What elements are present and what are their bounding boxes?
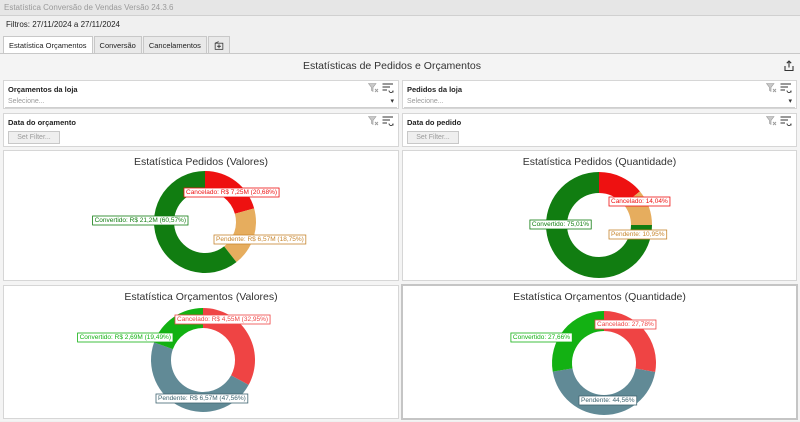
- chevron-down-icon: ▾: [390, 98, 394, 105]
- donut-chart: Cancelado: 14,04% Pendente: 10,95% Convert…: [529, 172, 671, 278]
- clear-filter-icon[interactable]: [368, 83, 379, 93]
- data-label-cancelado: Cancelado: 14,04%: [611, 198, 668, 205]
- tab-conversao[interactable]: Conversão: [93, 36, 142, 53]
- export-icon: [784, 60, 794, 72]
- data-label-convertido: Convertido: 27,66%: [513, 334, 570, 341]
- filter-options-icon[interactable]: [780, 116, 792, 126]
- data-label-box: [155, 393, 249, 404]
- tab-cancelamentos[interactable]: Cancelamentos: [142, 36, 207, 53]
- page-title: Estatísticas de Pedidos e Orçamentos: [302, 60, 481, 72]
- data-label-pendente: Pendente: R$ 6,57M (18,75%): [216, 236, 304, 243]
- data-label-box: [608, 229, 668, 240]
- data-label-convertido: Convertido: R$ 21,2M (60,57%): [95, 217, 186, 224]
- data-label-convertido: Convertido: R$ 2,69M (19,49%): [80, 334, 171, 341]
- window-titlebar: Estatística Conversão de Vendas Versão 2…: [0, 0, 800, 16]
- slice-convertido[interactable]: [552, 311, 604, 372]
- export-button[interactable]: [783, 60, 795, 72]
- slice-cancelado[interactable]: [203, 308, 255, 385]
- clear-filter-icon[interactable]: [766, 116, 777, 126]
- chart-panel-orcamentos-quantidade[interactable]: Estatística Orçamentos (Quantidade) Canc…: [401, 284, 798, 420]
- data-label-box: [529, 219, 592, 230]
- window-title: Estatística Conversão de Vendas Versão 2…: [4, 3, 174, 12]
- data-label-pendente: Pendente: 44,56%: [581, 397, 635, 404]
- filter-label: Data do orçamento: [8, 118, 76, 127]
- filter-label: Pedidos da loja: [407, 85, 463, 94]
- set-filter-button-pedido[interactable]: Set Filter...: [407, 131, 459, 144]
- chart-panel-orcamentos-valores: Estatística Orçamentos (Valores) Cancela…: [3, 285, 399, 419]
- add-tab-icon: [214, 40, 224, 50]
- data-label-box: [608, 196, 671, 207]
- data-label-box: [92, 215, 189, 226]
- data-label-pendente: Pendente: R$ 6,57M (47,56%): [158, 395, 246, 402]
- set-filter-button-orcamento[interactable]: Set Filter...: [8, 131, 60, 144]
- chevron-down-icon: ▾: [788, 98, 792, 105]
- slice-convertido[interactable]: [154, 308, 203, 350]
- add-tab-button[interactable]: [207, 36, 230, 53]
- clear-filter-icon[interactable]: [368, 116, 379, 126]
- filter-panel-data-orcamento: Data do orçamento Set Filter...: [3, 113, 399, 147]
- data-label-box: [174, 314, 271, 325]
- data-label-convertido: Convertido: 75,01%: [532, 221, 589, 228]
- data-label-cancelado: Cancelado: 27,78%: [597, 321, 654, 328]
- chart-panel-pedidos-quantidade: Estatística Pedidos (Quantidade) Cancela…: [402, 150, 797, 281]
- select-placeholder: Selecione...: [8, 98, 45, 105]
- slice-convertido[interactable]: [546, 172, 652, 278]
- tab-bar: Estatística Orçamentos Conversão Cancela…: [3, 36, 231, 54]
- filters-summary: Filtros: 27/11/2024 a 27/11/2024: [6, 20, 121, 29]
- data-label-cancelado: Cancelado: R$ 7,25M (20,68%): [186, 189, 277, 196]
- data-label-box: [183, 187, 280, 198]
- data-label-box: [77, 332, 174, 343]
- filter-panel-orcamentos-loja: Orçamentos da loja Selecione... ▾: [3, 80, 399, 109]
- chart-title: Estatística Orçamentos (Quantidade): [513, 291, 686, 303]
- slice-convertido[interactable]: [154, 171, 237, 273]
- donut-chart: Cancelado: R$ 7,25M (20,68%) Pendente: R$…: [92, 171, 307, 273]
- tab-estatistica-orcamentos[interactable]: Estatística Orçamentos: [3, 36, 93, 54]
- filter-panel-data-pedido: Data do pedido Set Filter...: [402, 113, 797, 147]
- filter-options-icon[interactable]: [382, 116, 394, 126]
- pedidos-loja-select[interactable]: Selecione... ▾: [404, 97, 795, 108]
- data-label-cancelado: Cancelado: R$ 4,55M (32,95%): [177, 316, 268, 323]
- clear-filter-icon[interactable]: [766, 83, 777, 93]
- filter-label: Data do pedido: [407, 118, 462, 127]
- data-label-box: [594, 319, 657, 330]
- data-label-box: [510, 332, 573, 343]
- data-label-box: [578, 395, 638, 406]
- chart-title: Estatística Pedidos (Valores): [133, 156, 269, 168]
- filter-panel-pedidos-loja: Pedidos da loja Selecione... ▾: [402, 80, 797, 109]
- filter-options-icon[interactable]: [382, 83, 394, 93]
- select-placeholder: Selecione...: [407, 98, 444, 105]
- chart-title: Estatística Orçamentos (Valores): [124, 291, 278, 303]
- chart-title: Estatística Pedidos (Quantidade): [522, 156, 677, 168]
- filter-options-icon[interactable]: [780, 83, 792, 93]
- filter-label: Orçamentos da loja: [8, 85, 78, 94]
- orcamentos-loja-select[interactable]: Selecione... ▾: [5, 97, 397, 108]
- slice-cancelado[interactable]: [599, 172, 640, 205]
- data-label-pendente: Pendente: 10,95%: [611, 231, 665, 238]
- data-label-box: [213, 234, 307, 245]
- donut-chart: Cancelado: R$ 4,55M (32,95%) Pendente: R$…: [77, 308, 271, 413]
- slice-pendente[interactable]: [552, 368, 656, 415]
- chart-panel-pedidos-valores: Estatística Pedidos (Valores) Cancelado:…: [3, 150, 399, 281]
- donut-chart: Cancelado: 27,78% Pendente: 44,56% Convert…: [510, 311, 657, 415]
